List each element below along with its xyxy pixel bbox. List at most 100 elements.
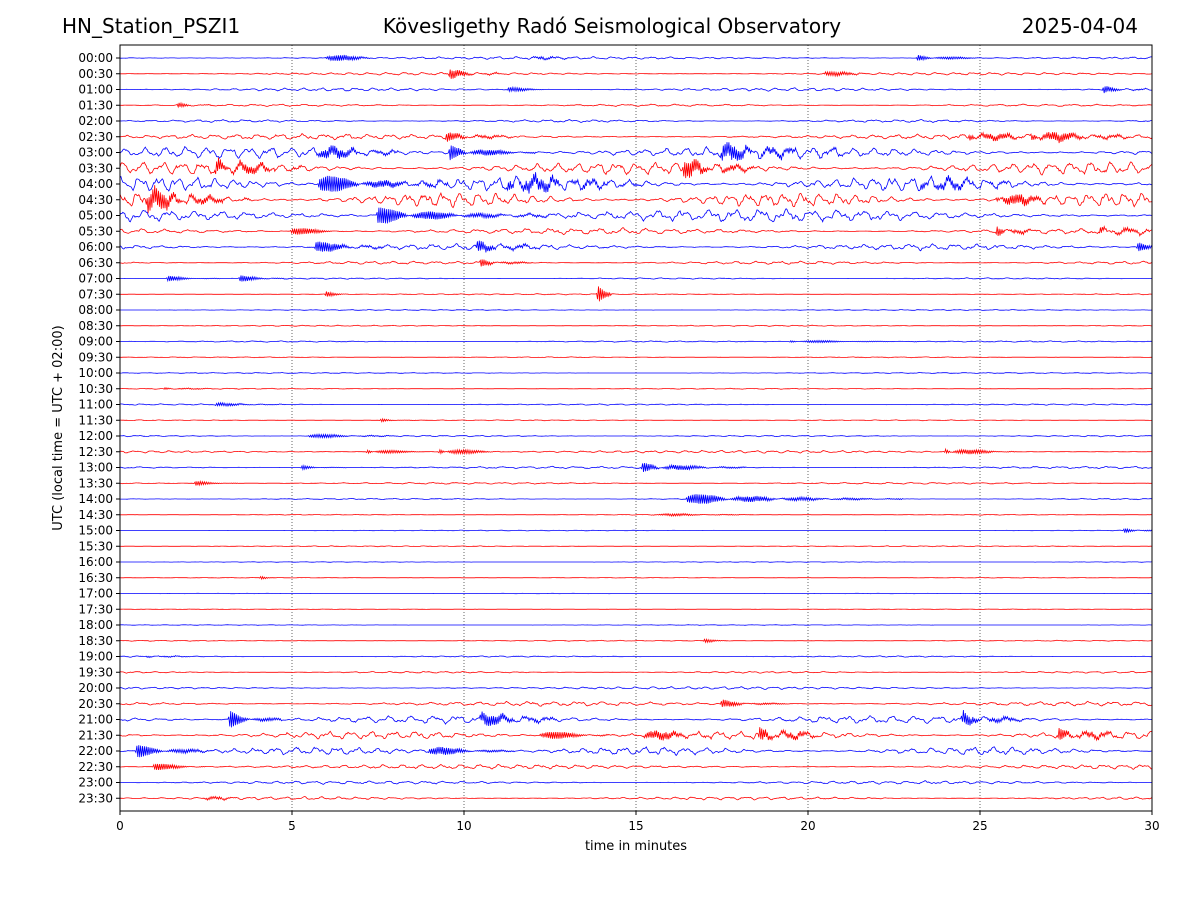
trace-1800 — [119, 624, 1153, 626]
y-tick-label: 02:30 — [78, 130, 113, 144]
trace-2000 — [119, 686, 1153, 690]
trace-0230 — [119, 131, 1153, 144]
y-tick-label: 11:30 — [78, 413, 113, 427]
trace-1600 — [120, 561, 1152, 563]
y-tick-label: 01:00 — [78, 83, 113, 97]
trace-0500 — [119, 207, 1153, 224]
trace-0830 — [120, 324, 1152, 327]
observatory-title: Kövesligethy Radó Seismological Observat… — [382, 14, 842, 38]
trace-0530 — [119, 225, 1153, 237]
x-tick-label: 10 — [456, 819, 471, 833]
y-tick-label: 21:00 — [78, 713, 113, 727]
y-tick-label: 09:30 — [78, 350, 113, 364]
x-tick-label: 0 — [116, 819, 124, 833]
trace-0100 — [120, 86, 1153, 94]
trace-group — [119, 54, 1153, 802]
y-tick-label: 14:00 — [78, 492, 113, 506]
y-axis-label: UTC (local time = UTC + 02:00) — [51, 325, 66, 530]
trace-1200 — [119, 433, 1153, 439]
trace-0200 — [119, 118, 1152, 123]
x-tick-label: 30 — [1144, 819, 1159, 833]
x-axis-label: time in minutes — [585, 839, 687, 854]
trace-1330 — [119, 480, 1152, 487]
y-tick-label: 23:30 — [78, 791, 113, 805]
y-tick-label: 15:00 — [78, 524, 113, 538]
trace-1830 — [119, 637, 1152, 644]
trace-0900 — [120, 339, 1152, 344]
trace-2230 — [120, 763, 1153, 770]
y-tick-label: 22:00 — [78, 744, 113, 758]
y-tick-label: 16:00 — [78, 555, 113, 569]
trace-1000 — [120, 372, 1152, 374]
trace-0030 — [120, 69, 1153, 79]
trace-1030 — [119, 386, 1153, 391]
x-tick-label: 25 — [972, 819, 987, 833]
trace-0600 — [119, 240, 1153, 253]
y-tick-label: 17:30 — [78, 602, 113, 616]
trace-1930 — [120, 670, 1153, 674]
y-tick-label: 13:00 — [78, 461, 113, 475]
y-tick-label: 20:30 — [78, 697, 113, 711]
trace-1900 — [119, 655, 1153, 659]
trace-1630 — [119, 575, 1152, 581]
y-tick-label: 14:30 — [78, 508, 113, 522]
trace-0400 — [119, 172, 1153, 194]
y-tick-label: 05:00 — [78, 209, 113, 223]
trace-1530 — [120, 545, 1152, 548]
y-tick-label: 09:00 — [78, 335, 113, 349]
y-tick-label: 11:00 — [78, 398, 113, 412]
x-tick-label: 5 — [288, 819, 296, 833]
y-tick-label: 06:00 — [78, 240, 113, 254]
trace-0630 — [119, 259, 1153, 267]
trace-1300 — [119, 462, 1153, 472]
trace-0800 — [120, 309, 1153, 311]
y-tick-label: 16:30 — [78, 571, 113, 585]
y-tick-label: 23:00 — [78, 776, 113, 790]
trace-0700 — [120, 275, 1152, 283]
y-tick-label: 18:30 — [78, 634, 113, 648]
y-tick-label: 05:30 — [78, 224, 113, 238]
trace-1430 — [120, 512, 1152, 518]
station-title: HN_Station_PSZI1 — [62, 14, 241, 38]
y-tick-label: 04:30 — [78, 193, 113, 207]
x-axis: 0 5 10 15 20 25 30 — [116, 811, 1160, 833]
y-tick-label: 18:00 — [78, 618, 113, 632]
trace-1400 — [120, 494, 1153, 504]
trace-0130 — [119, 101, 1152, 109]
trace-0930 — [119, 356, 1153, 359]
trace-2200 — [119, 745, 1153, 758]
y-tick-label: 19:30 — [78, 665, 113, 679]
y-tick-label: 03:00 — [78, 146, 113, 160]
x-tick-label: 15 — [628, 819, 643, 833]
y-tick-label: 12:00 — [78, 429, 113, 443]
y-tick-label: 07:00 — [78, 272, 113, 286]
trace-2130 — [119, 727, 1153, 742]
trace-1230 — [119, 447, 1153, 456]
y-tick-label: 19:00 — [78, 650, 113, 664]
trace-2300 — [119, 780, 1152, 785]
trace-0330 — [119, 157, 1153, 179]
trace-1100 — [120, 401, 1153, 408]
y-tick-label: 15:30 — [78, 539, 113, 553]
trace-0730 — [120, 286, 1153, 302]
trace-0430 — [119, 185, 1153, 214]
trace-0300 — [119, 142, 1153, 161]
grid-lines — [291, 45, 981, 811]
y-tick-label: 00:30 — [78, 67, 113, 81]
trace-2330 — [119, 795, 1153, 802]
trace-2030 — [119, 699, 1152, 708]
y-tick-label: 06:30 — [78, 256, 113, 270]
y-tick-label: 08:00 — [78, 303, 113, 317]
y-tick-label: 04:00 — [78, 177, 113, 191]
y-tick-label: 07:30 — [78, 287, 113, 301]
x-tick-label: 20 — [800, 819, 815, 833]
trace-1730 — [119, 608, 1152, 610]
y-tick-label: 20:00 — [78, 681, 113, 695]
trace-0000 — [119, 54, 1153, 62]
y-tick-label: 13:30 — [78, 476, 113, 490]
y-tick-label: 03:30 — [78, 161, 113, 175]
trace-1130 — [119, 417, 1153, 423]
trace-1500 — [120, 527, 1153, 534]
y-tick-label: 01:30 — [78, 98, 113, 112]
